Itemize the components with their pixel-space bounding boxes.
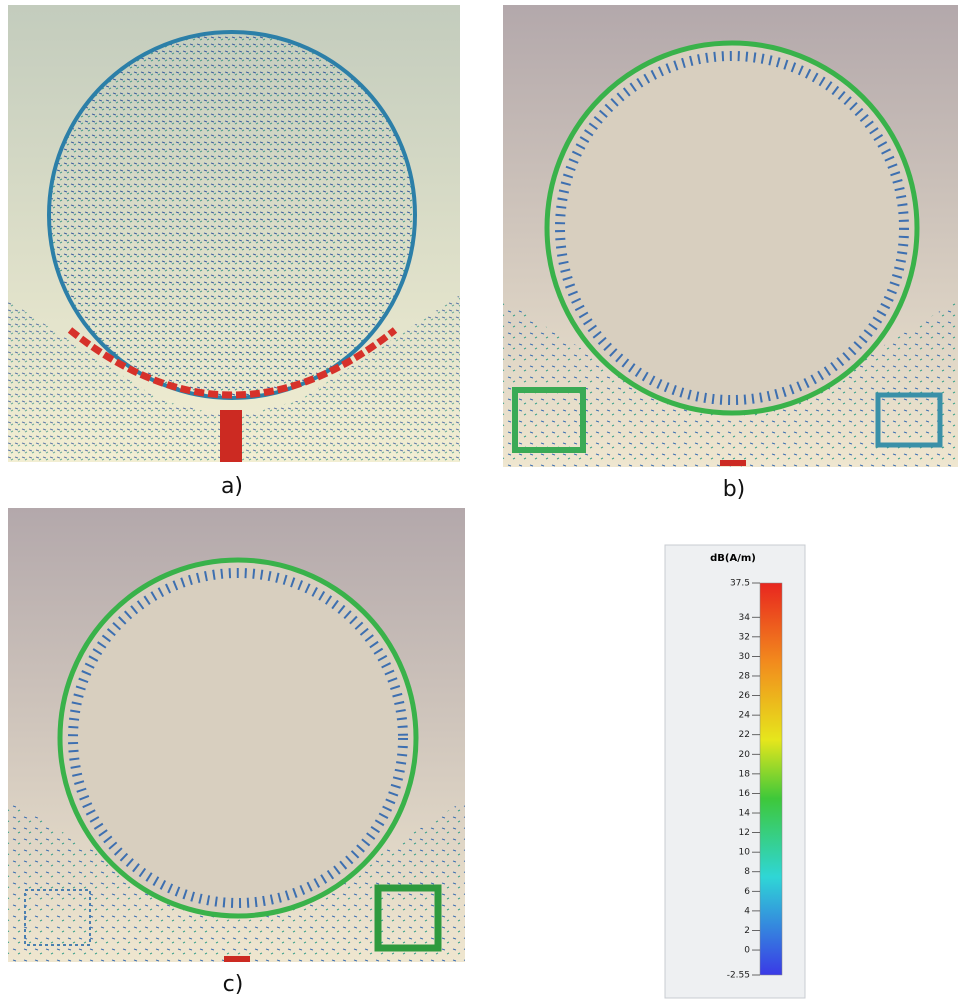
tick-label: 6: [744, 887, 750, 897]
tick-label: 22: [739, 730, 750, 740]
page: a) b) c) dB(A/m) 37.53432302826242220181…: [0, 0, 960, 1003]
colorbar-box: [665, 545, 805, 998]
panel-label: c): [223, 972, 244, 997]
tick-label: 18: [739, 769, 751, 779]
tick-label: 32: [739, 632, 750, 642]
tick-label: 37.5: [730, 579, 750, 589]
tick-label: 26: [739, 691, 751, 701]
tick-label: 30: [739, 652, 751, 662]
panel-c: [8, 508, 465, 962]
panel-label: b): [723, 477, 746, 502]
tick-label: 28: [739, 671, 751, 681]
tick-label: 12: [739, 828, 750, 838]
feed: [720, 460, 746, 466]
patch: [49, 32, 415, 398]
panel-label: a): [221, 474, 243, 499]
panel-b: [503, 5, 958, 467]
tick-label: 14: [739, 809, 751, 819]
patch: [547, 43, 917, 413]
tick-label: 10: [739, 848, 751, 858]
tick-label: 2: [744, 926, 750, 936]
tick-label: 8: [744, 867, 750, 877]
tick-label: 20: [739, 750, 751, 760]
tick-label: 24: [739, 711, 751, 721]
tick-label: 34: [739, 613, 751, 623]
colorbar: dB(A/m) 37.53432302826242220181614121086…: [665, 545, 805, 998]
panel-a: [8, 5, 460, 462]
tick-label: -2.55: [727, 971, 750, 981]
feed: [220, 410, 242, 462]
colorbar-title: dB(A/m): [710, 553, 756, 564]
tick-label: 16: [739, 789, 751, 799]
tick-label: 4: [744, 906, 750, 916]
patch: [60, 560, 416, 916]
tick-label: 0: [744, 946, 750, 956]
colorbar-gradient: [760, 583, 782, 975]
figure: a) b) c) dB(A/m) 37.53432302826242220181…: [0, 0, 960, 1003]
feed: [224, 956, 250, 962]
